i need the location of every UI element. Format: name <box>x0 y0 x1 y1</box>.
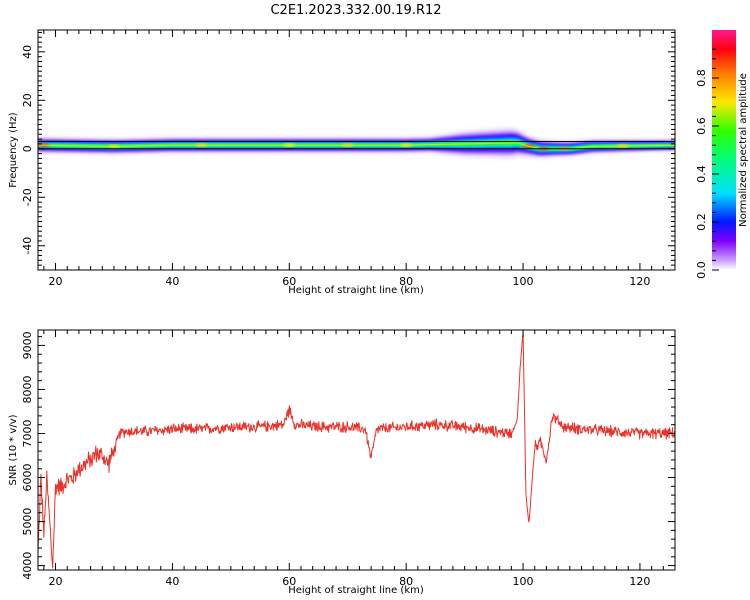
spectrogram-x-tick-label: 100 <box>513 275 534 288</box>
snr-y-tick-label: 5000 <box>21 508 34 536</box>
spectrogram-x-tick-label: 120 <box>629 275 650 288</box>
snr-panel: 20 40 60 80 100 120 9000 8000 7000 6000 5000 4000 H… <box>8 329 676 596</box>
snr-x-tick-label: 40 <box>165 575 179 588</box>
colorbar-label: Normalized spectral amplitude <box>738 73 749 227</box>
colorbar-ticks: 0.0 0.2 0.4 0.6 0.8 <box>695 48 719 279</box>
spectrogram-frame <box>37 29 676 271</box>
snr-x-tick-label: 120 <box>629 575 650 588</box>
spectrogram-y-tick-label: -40 <box>21 237 34 255</box>
snr-y-tick-label: 4000 <box>21 552 34 580</box>
snr-frame <box>37 329 676 571</box>
spectrogram-x-label: Height of straight line (km) <box>288 285 424 296</box>
colorbar-tick-label: 0.6 <box>695 117 708 135</box>
snr-series-line <box>38 333 675 569</box>
snr-y-tick-label: 9000 <box>21 331 34 359</box>
spectrogram-x-tick-label: 20 <box>49 275 63 288</box>
snr-y-tick-label: 6000 <box>21 464 34 492</box>
snr-x-tick-label: 60 <box>282 575 296 588</box>
spectrogram-x-tick-label: 60 <box>282 275 296 288</box>
snr-x-tick-label: 20 <box>49 575 63 588</box>
snr-y-tick-label: 8000 <box>21 375 34 403</box>
snr-x-label: Height of straight line (km) <box>288 585 424 596</box>
spectrogram-band <box>38 127 675 159</box>
colorbar-gradient <box>712 30 736 270</box>
spectrogram-ticks: 20 40 60 80 100 120 40 20 0 -20 -40 <box>21 30 676 288</box>
colorbar-tick-label: 0.4 <box>695 165 708 183</box>
spectrogram-x-tick-label: 80 <box>399 275 413 288</box>
colorbar: 0.0 0.2 0.4 0.6 0.8 Normalized spectral ampl… <box>695 30 749 279</box>
spectrogram-x-tick-label: 40 <box>165 275 179 288</box>
snr-ticks: 20 40 60 80 100 120 9000 8000 7000 6000 5000 4000 <box>21 330 676 588</box>
snr-x-tick-label: 80 <box>399 575 413 588</box>
snr-y-label: SNR (10 * v/v) <box>8 414 19 485</box>
spectrogram-y-tick-label: -20 <box>21 188 34 206</box>
snr-y-tick-label: 7000 <box>21 419 34 447</box>
colorbar-tick-label: 0.2 <box>695 213 708 231</box>
spectrogram-y-label: Frequency (Hz) <box>8 112 19 188</box>
spectrogram-panel: 20 40 60 80 100 120 40 20 0 -20 -40 Height of stra… <box>8 29 676 296</box>
colorbar-tick-label: 0.8 <box>695 69 708 87</box>
figure-title: C2E1.2023.332.00.19.R12 <box>270 3 441 18</box>
spectrogram-y-tick-label: 0 <box>21 145 34 152</box>
colorbar-tick-label: 0.0 <box>695 261 708 279</box>
spectrogram-y-tick-label: 40 <box>21 45 34 59</box>
spectrogram-y-tick-label: 20 <box>21 93 34 107</box>
snr-x-tick-label: 100 <box>513 575 534 588</box>
